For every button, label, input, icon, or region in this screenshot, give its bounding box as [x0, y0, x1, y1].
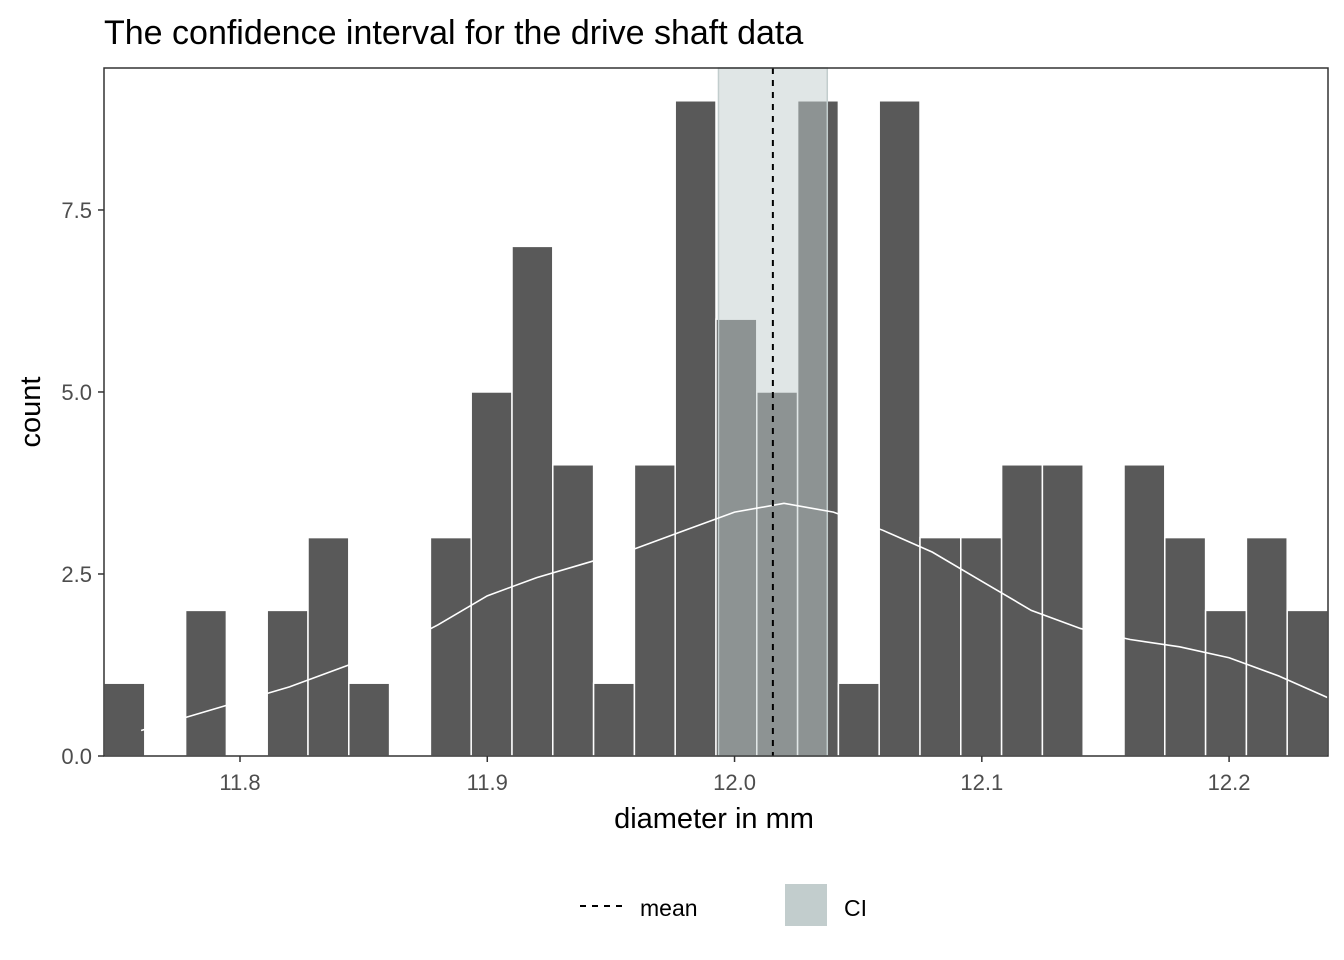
histogram-bar	[837, 682, 880, 757]
histogram-bar	[1204, 609, 1248, 757]
density-curve	[140, 502, 1329, 732]
histogram-bar	[266, 609, 309, 757]
histogram-bar	[552, 464, 595, 757]
density-layer	[140, 502, 1329, 732]
histogram-bar	[960, 536, 1003, 757]
legend: mean CI	[580, 884, 867, 926]
y-tick-label: 0.0	[61, 744, 92, 769]
histogram-bar	[674, 100, 717, 757]
histogram-bar	[633, 464, 676, 757]
x-tick-label: 11.8	[219, 770, 260, 795]
histogram-bar	[470, 391, 513, 757]
y-tick-label: 7.5	[61, 198, 92, 223]
y-axis-title: count	[15, 377, 47, 448]
ticks-layer: 11.8 11.9 12.0 12.1 12.2 0.0 2.5 5.0 7.5	[61, 198, 1250, 795]
bars-layer	[103, 100, 1329, 757]
histogram-bar	[1041, 464, 1084, 757]
histogram-bar	[919, 536, 962, 757]
x-axis-title: diameter in mm	[614, 803, 814, 835]
histogram-bar	[878, 100, 921, 757]
y-tick-label: 5.0	[61, 380, 92, 405]
histogram-bar	[429, 536, 472, 757]
histogram-bar	[103, 682, 146, 757]
ci-layer	[717, 67, 829, 757]
x-tick-label: 12.2	[1208, 770, 1251, 795]
histogram-bar	[184, 609, 228, 757]
ci-band	[717, 67, 829, 757]
x-tick-label: 12.0	[713, 770, 756, 795]
histogram-bar	[1000, 464, 1044, 757]
chart-title: The confidence interval for the drive sh…	[104, 14, 803, 52]
histogram-bar	[1123, 464, 1166, 757]
histogram-bar	[1245, 536, 1288, 757]
panel-border	[103, 67, 1329, 757]
histogram-bar	[1164, 536, 1207, 757]
legend-mean-label: mean	[640, 895, 698, 921]
histogram-bar	[511, 245, 554, 757]
y-tick-label: 2.5	[61, 562, 92, 587]
histogram-bar	[348, 682, 391, 757]
histogram-bar	[307, 536, 350, 757]
legend-ci-label: CI	[844, 895, 867, 921]
legend-ci-key	[785, 884, 827, 926]
x-tick-label: 12.1	[960, 770, 1003, 795]
x-tick-label: 11.9	[467, 770, 508, 795]
histogram-bar	[592, 682, 636, 757]
